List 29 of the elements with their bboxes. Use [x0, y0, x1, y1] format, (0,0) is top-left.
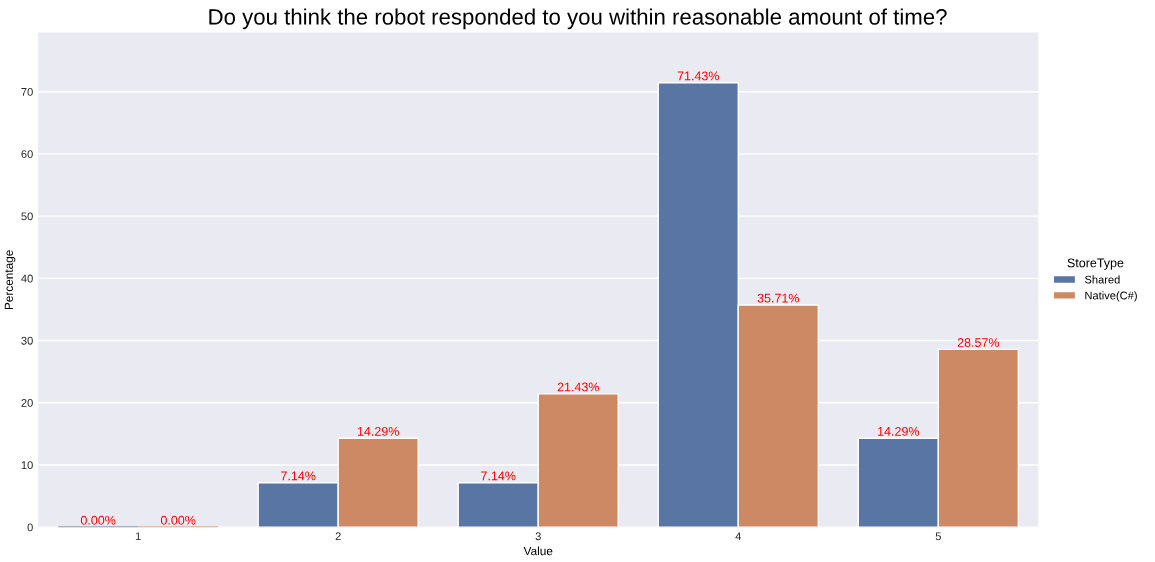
y-tick-label: 20	[21, 399, 33, 407]
y-tick-label: 40	[21, 274, 33, 283]
x-tick-label: 4	[735, 532, 742, 541]
data-label: 21.43%	[557, 382, 599, 392]
x-tick-label: 1	[135, 532, 141, 541]
chart-title: Do you think the robot responded to you within reasonable amount of time?	[209, 8, 947, 30]
data-label: 14.29%	[878, 426, 920, 436]
x-tick-label: 2	[335, 532, 341, 541]
data-label: 14.29%	[357, 426, 399, 436]
x-axis-title: Value	[523, 546, 553, 556]
y-tick-label: 30	[21, 336, 33, 345]
data-label: 7.14%	[281, 471, 316, 481]
data-label: 7.14%	[481, 471, 516, 481]
data-label: 0.00%	[80, 515, 116, 525]
y-tick-label: 10	[21, 461, 33, 470]
y-tick-label: 60	[21, 150, 33, 159]
data-label: 0.00%	[160, 515, 196, 525]
legend-label: Native(C#)	[1085, 291, 1137, 302]
y-tick-label: 0	[27, 523, 33, 532]
legend-title: StoreType	[1067, 258, 1124, 270]
data-label: 71.43%	[677, 71, 720, 81]
y-axis-title: Percentage	[4, 250, 16, 310]
x-tick-label: 3	[535, 532, 541, 541]
data-label: 28.57%	[957, 338, 1000, 347]
legend-label: Shared	[1084, 275, 1120, 284]
y-tick-label: 70	[21, 87, 33, 96]
x-tick-label: 5	[935, 532, 941, 541]
y-tick-label: 50	[21, 212, 33, 221]
data-label: 35.71%	[757, 293, 800, 303]
